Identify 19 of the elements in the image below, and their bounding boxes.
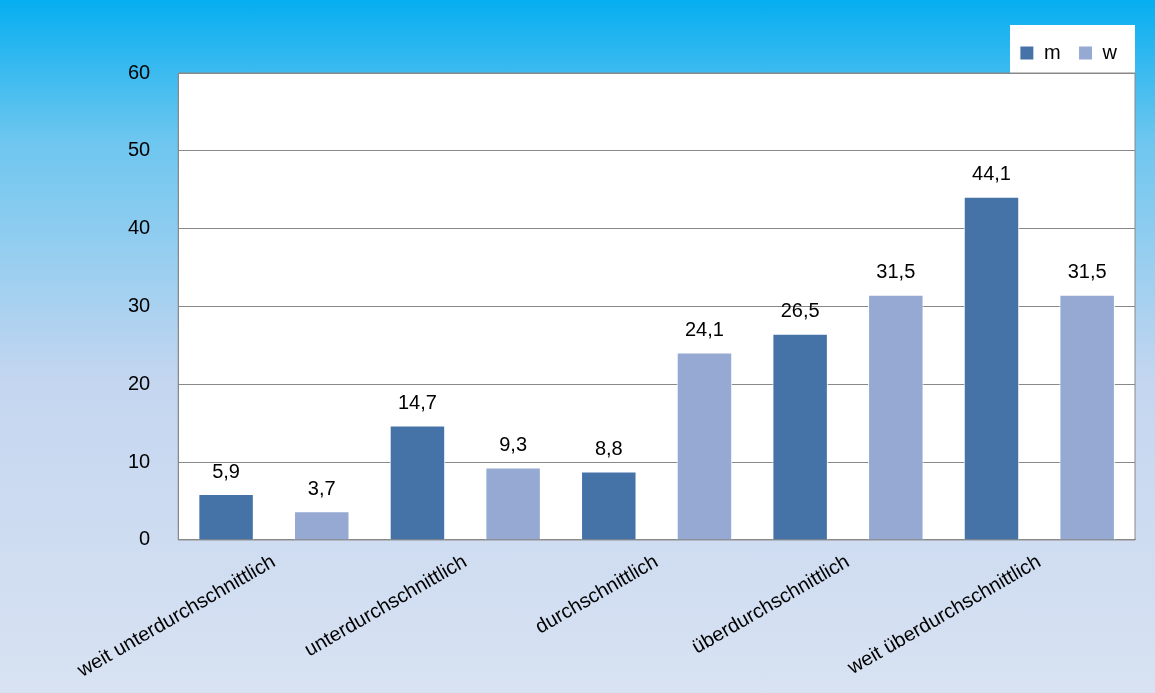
data-label: 31,5 xyxy=(876,260,916,283)
y-tick-label: 20 xyxy=(128,371,151,394)
y-tick-label: 50 xyxy=(128,138,151,161)
data-label: 31,5 xyxy=(1067,260,1107,283)
y-tick-label: 40 xyxy=(128,216,151,239)
data-label: 8,8 xyxy=(594,436,623,459)
data-label: 14,7 xyxy=(397,391,437,414)
data-label: 5,9 xyxy=(212,459,240,482)
y-tick-label: 30 xyxy=(128,293,151,316)
y-tick-label: 60 xyxy=(128,60,151,83)
data-label: 3,7 xyxy=(307,476,336,499)
legend-label: w xyxy=(1101,40,1118,63)
data-label: 44,1 xyxy=(972,162,1011,185)
y-tick-label: 0 xyxy=(139,527,151,550)
data-label: 26,5 xyxy=(780,299,820,322)
y-tick-label: 10 xyxy=(128,449,151,472)
data-label: 9,3 xyxy=(499,433,528,456)
data-label: 24,1 xyxy=(684,317,724,340)
legend-label: m xyxy=(1043,40,1061,63)
